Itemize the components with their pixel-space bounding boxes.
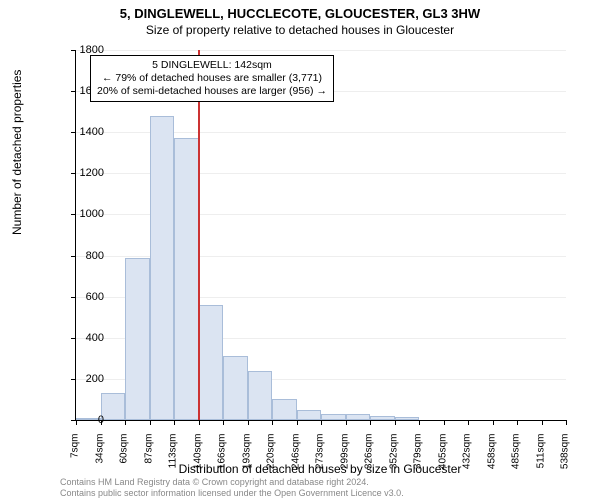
xtick-mark [223, 420, 224, 425]
ytick-label: 600 [64, 291, 104, 303]
chart-title: 5, DINGLEWELL, HUCCLECOTE, GLOUCESTER, G… [0, 0, 600, 21]
xtick-mark [199, 420, 200, 425]
xtick-mark [321, 420, 322, 425]
histogram-bar [248, 371, 273, 420]
xtick-mark [566, 420, 567, 425]
chart-subtitle: Size of property relative to detached ho… [0, 21, 600, 41]
xtick-mark [125, 420, 126, 425]
ytick-label: 400 [64, 332, 104, 344]
xtick-mark [248, 420, 249, 425]
xtick-mark [395, 420, 396, 425]
xtick-label: 538sqm [560, 434, 571, 484]
ytick-label: 1400 [64, 126, 104, 138]
xtick-label: 458sqm [486, 434, 497, 484]
xtick-mark [517, 420, 518, 425]
xtick-mark [272, 420, 273, 425]
histogram-bar [272, 399, 297, 420]
xtick-label: 273sqm [315, 434, 326, 484]
annotation-line2: ← 79% of detached houses are smaller (3,… [97, 72, 327, 85]
xtick-label: 352sqm [388, 434, 399, 484]
annotation-box: 5 DINGLEWELL: 142sqm← 79% of detached ho… [90, 55, 334, 102]
histogram-bar [370, 416, 395, 420]
histogram-bar [174, 138, 199, 420]
plot-region [75, 50, 566, 421]
annotation-line1: 5 DINGLEWELL: 142sqm [97, 59, 327, 72]
xtick-label: 511sqm [535, 434, 546, 484]
xtick-mark [150, 420, 151, 425]
histogram-bar [346, 414, 371, 420]
xtick-mark [419, 420, 420, 425]
xtick-label: 140sqm [192, 434, 203, 484]
xtick-label: 34sqm [94, 434, 105, 484]
footer-line1: Contains HM Land Registry data © Crown c… [60, 477, 404, 487]
histogram-bar [321, 414, 346, 420]
footer-attribution: Contains HM Land Registry data © Crown c… [60, 477, 404, 498]
ytick-label: 1000 [64, 208, 104, 220]
xtick-label: 166sqm [217, 434, 228, 484]
histogram-bar [395, 417, 420, 420]
histogram-bar [223, 356, 248, 420]
chart-area [75, 50, 565, 420]
annotation-line3: 20% of semi-detached houses are larger (… [97, 85, 327, 98]
footer-line2: Contains public sector information licen… [60, 488, 404, 498]
xtick-label: 60sqm [119, 434, 130, 484]
y-axis-label: Number of detached properties [10, 70, 24, 235]
xtick-label: 113sqm [168, 434, 179, 484]
xtick-mark [346, 420, 347, 425]
histogram-bar [297, 410, 322, 420]
xtick-mark [542, 420, 543, 425]
xtick-label: 485sqm [511, 434, 522, 484]
xtick-label: 246sqm [290, 434, 301, 484]
histogram-bar [199, 305, 224, 420]
ytick-label: 200 [64, 373, 104, 385]
xtick-label: 326sqm [364, 434, 375, 484]
xtick-label: 7sqm [70, 434, 81, 484]
xtick-mark [493, 420, 494, 425]
xtick-mark [174, 420, 175, 425]
xtick-label: 87sqm [143, 434, 154, 484]
xtick-label: 220sqm [266, 434, 277, 484]
xtick-label: 432sqm [462, 434, 473, 484]
xtick-mark [444, 420, 445, 425]
xtick-label: 379sqm [413, 434, 424, 484]
grid-line [76, 50, 566, 51]
chart-container: 5, DINGLEWELL, HUCCLECOTE, GLOUCESTER, G… [0, 0, 600, 500]
marker-line [198, 50, 200, 420]
xtick-label: 299sqm [339, 434, 350, 484]
xtick-mark [297, 420, 298, 425]
histogram-bar [150, 116, 175, 420]
xtick-label: 193sqm [241, 434, 252, 484]
ytick-label: 1200 [64, 167, 104, 179]
xtick-label: 405sqm [437, 434, 448, 484]
ytick-label: 800 [64, 250, 104, 262]
ytick-label: 0 [64, 414, 104, 426]
xtick-mark [468, 420, 469, 425]
xtick-mark [370, 420, 371, 425]
histogram-bar [125, 258, 150, 420]
histogram-bar [101, 393, 126, 420]
